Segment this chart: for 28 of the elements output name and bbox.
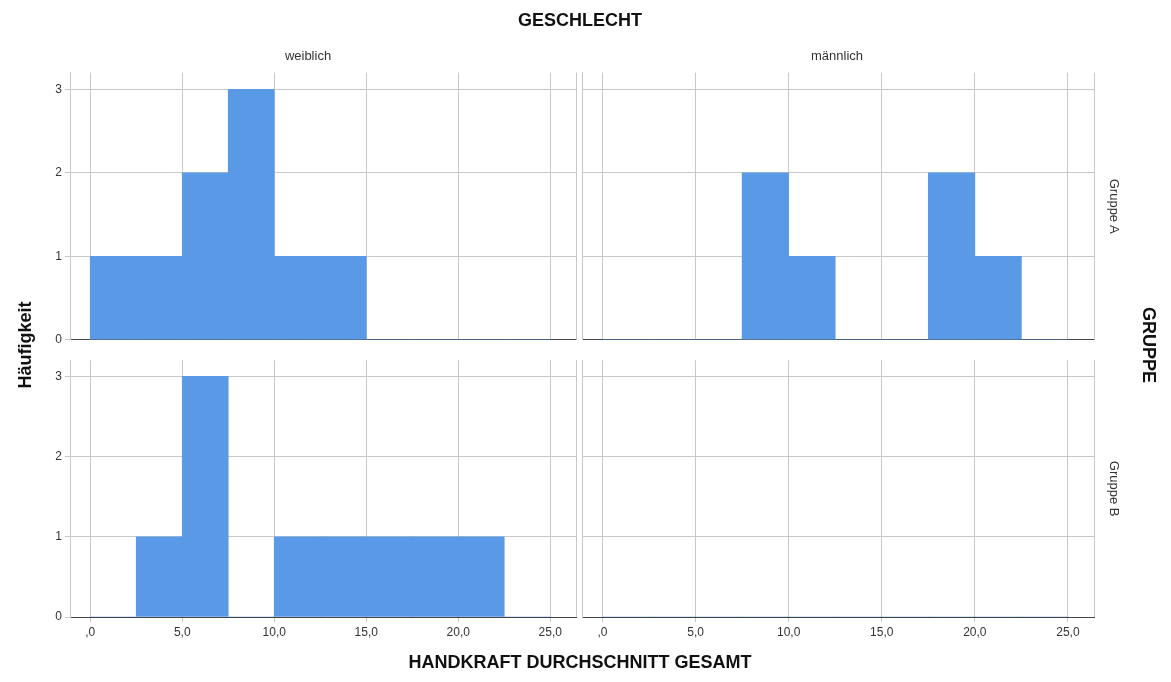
x-tick-label: 15,0 bbox=[354, 624, 379, 639]
x-tick-label: 15,0 bbox=[870, 624, 894, 639]
y2-axis-title: Gruppe A bbox=[1107, 178, 1123, 234]
y-tick-label: 0 bbox=[55, 609, 63, 624]
x-tick-label: 10,0 bbox=[262, 624, 287, 639]
x-tick-label: ,0 bbox=[597, 624, 608, 639]
x-tick-label: 25,0 bbox=[1056, 624, 1080, 639]
chart-title: weiblich bbox=[283, 48, 332, 64]
x-tick-label: 25,0 bbox=[538, 624, 563, 639]
text: GESCHLECHT bbox=[517, 10, 643, 31]
x-tick-label: ,0 bbox=[85, 624, 96, 639]
y-tick-label: 1 bbox=[55, 248, 63, 263]
chart-title: männlich bbox=[810, 48, 864, 64]
text: HANDKRAFT DURCHSCHNITT GESAMT bbox=[407, 652, 753, 673]
y-tick-label: 3 bbox=[55, 368, 63, 383]
y-tick-label: 2 bbox=[55, 448, 63, 463]
text: GRUPPE bbox=[1137, 306, 1159, 384]
text: Häufigkeit bbox=[14, 301, 36, 389]
y-tick-label: 0 bbox=[55, 332, 63, 347]
x-tick-label: 5,0 bbox=[687, 624, 705, 639]
x-tick-label: 20,0 bbox=[446, 624, 471, 639]
y-tick-label: 3 bbox=[55, 81, 63, 96]
y2-axis-title: Gruppe B bbox=[1107, 460, 1123, 517]
x-tick-label: 10,0 bbox=[776, 624, 801, 639]
x-tick-label: 20,0 bbox=[963, 624, 987, 639]
x-tick-label: 5,0 bbox=[173, 624, 191, 639]
y-tick-label: 1 bbox=[55, 529, 63, 544]
y-tick-label: 2 bbox=[55, 165, 63, 180]
